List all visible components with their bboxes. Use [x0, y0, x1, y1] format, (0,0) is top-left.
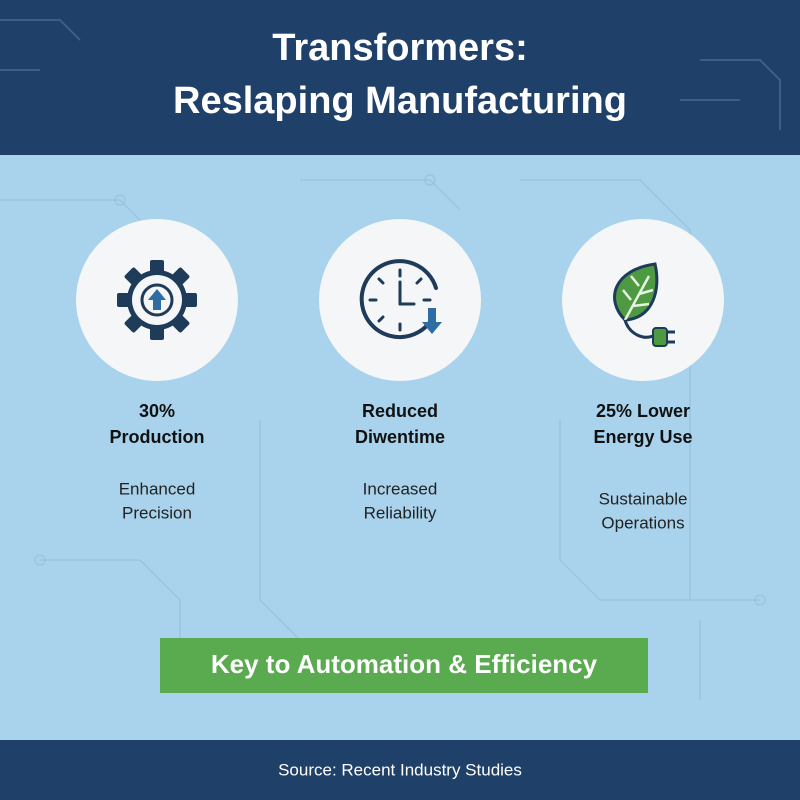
circuit-node [34, 554, 46, 566]
title-line: Reslaping Manufacturing [173, 80, 627, 122]
title-line: Transformers: [272, 27, 528, 69]
footer-band [0, 740, 800, 800]
item-caption: Enhanced [119, 479, 196, 498]
item-heading: Production [110, 427, 205, 447]
banner-box [160, 638, 648, 693]
clock-icon [359, 259, 442, 340]
item-caption: Reliability [364, 503, 437, 522]
footer-source: Source: Recent Industry Studies [278, 760, 522, 779]
item-caption: Increased [363, 479, 438, 498]
item-heading: Diwentime [355, 427, 445, 447]
item-heading: Reduced [362, 401, 438, 421]
item-caption: Operations [601, 513, 684, 532]
item-caption: Sustainable [599, 489, 688, 508]
item-heading: 30% [139, 401, 175, 421]
header-decoration [0, 19, 781, 130]
circuit-node [754, 594, 766, 606]
circuit-lines [0, 179, 760, 700]
banner-text: Key to Automation & Efficiency [211, 649, 598, 679]
circuit-node [424, 174, 436, 186]
leaf-icon [613, 262, 675, 347]
item-heading: Energy Use [593, 427, 692, 447]
gear-icon [117, 260, 197, 340]
item-caption: Precision [122, 503, 192, 522]
header-band [0, 0, 800, 155]
circuit-decoration [0, 174, 766, 700]
circuit-node [114, 194, 126, 206]
item-heading: 25% Lower [596, 401, 690, 421]
